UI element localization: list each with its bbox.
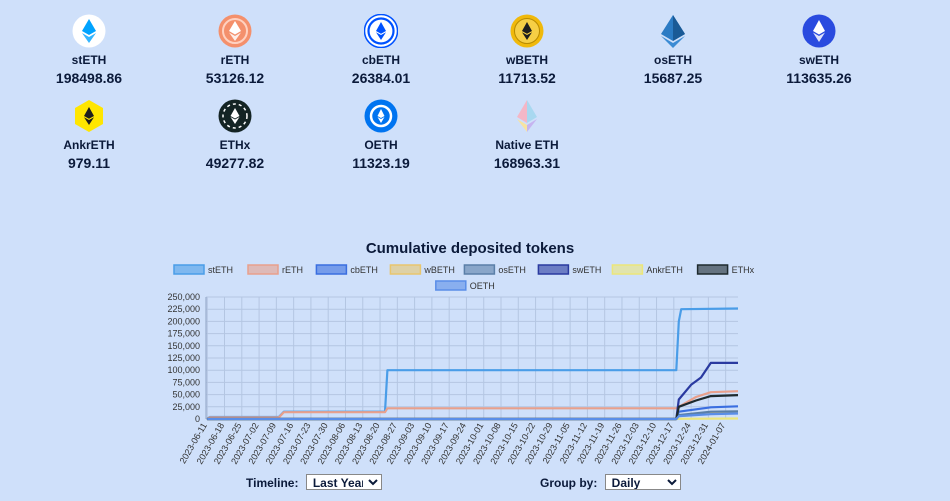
steth-icon (72, 14, 106, 48)
legend-label: wBETH (423, 265, 455, 275)
legend-label: stETH (208, 265, 233, 275)
token-value: 113635.26 (786, 70, 852, 86)
reth-icon (218, 14, 252, 48)
token-name: ETHx (219, 138, 251, 152)
ankreth-icon (75, 100, 103, 132)
chart-title: Cumulative deposited tokens (365, 240, 575, 257)
timeline-control: Timeline: Last Year (246, 474, 382, 490)
token-name: rETH (220, 53, 250, 67)
legend-swatch-reth (247, 264, 279, 275)
token-card-native-eth: Native ETH 168963.31 (467, 99, 587, 171)
token-card-ankreth: AnkrETH 979.11 (29, 99, 149, 171)
y-tick-label: 125,000 (167, 353, 200, 363)
token-name: osETH (653, 53, 692, 67)
y-tick-label: 200,000 (167, 316, 200, 326)
token-name: OETH (364, 138, 398, 152)
oeth-icon (364, 99, 398, 133)
y-tick-label: 175,000 (167, 329, 200, 339)
series-line-oeth (207, 412, 739, 421)
series-line-steth (206, 307, 739, 420)
groupby-select[interactable]: Daily (604, 474, 681, 490)
timeline-label: Timeline: (246, 476, 299, 490)
token-card-oeth: OETH 11323.19 (321, 99, 441, 171)
y-tick-label: 250,000 (167, 292, 200, 302)
token-card-reth: rETH 53126.12 (175, 14, 295, 86)
legend-label: OETH (470, 281, 495, 291)
groupby-label: Group by: (540, 476, 598, 490)
token-value: 979.11 (67, 155, 111, 171)
wbeth-icon (510, 14, 544, 48)
legend-label: rETH (282, 265, 303, 275)
line-chart: 0 25,000 50,000 75,000 100,000 125,000 150,000… (167, 264, 755, 466)
timeline-select[interactable]: Last Year (305, 474, 382, 490)
token-card-wbeth: wBETH 11713.52 (467, 14, 587, 86)
token-name: Native ETH (495, 138, 559, 152)
token-name: AnkrETH (63, 138, 115, 152)
token-value: 49277.82 (205, 155, 265, 171)
legend-swatch-sweth (537, 264, 570, 275)
token-summary-grid: stETH 198498.86 rETH 53126.12 cbETH 2638… (0, 0, 950, 180)
y-tick-label: 50,000 (172, 390, 200, 400)
series-line-sweth (207, 361, 738, 421)
token-card-sweth: swETH 113635.26 (759, 14, 879, 86)
token-value: 15687.25 (643, 70, 703, 86)
token-card-ethx: ETHx 49277.82 (175, 99, 295, 171)
legend-swatch-ankreth (611, 264, 644, 275)
token-card-steth: stETH 198498.86 (29, 14, 149, 86)
token-value: 11323.19 (352, 155, 410, 171)
y-tick-label: 75,000 (172, 377, 200, 387)
y-tick-label: 225,000 (167, 304, 200, 314)
token-card-oseth: osETH 15687.25 (613, 14, 733, 86)
legend-swatch-ethx (696, 264, 729, 275)
ethx-icon (218, 99, 252, 133)
groupby-control: Group by: Daily (540, 474, 681, 490)
token-value: 168963.31 (493, 155, 561, 171)
token-name: cbETH (361, 53, 400, 67)
legend-swatch-cbeth (315, 264, 348, 275)
oseth-icon (661, 15, 685, 48)
y-tick-label: 150,000 (167, 341, 200, 351)
y-tick-label: 0 (195, 414, 200, 424)
token-value: 26384.01 (351, 70, 411, 86)
legend-label: AnkrETH (646, 265, 683, 275)
legend-swatch-steth (173, 264, 205, 275)
native-eth-icon (517, 100, 537, 132)
legend-swatch-oeth (435, 280, 467, 291)
token-name: stETH (71, 53, 107, 67)
legend-swatch-wbeth (389, 264, 422, 275)
cbeth-icon (364, 14, 398, 48)
token-value: 53126.12 (205, 70, 265, 86)
cumulative-deposits-chart: Cumulative deposited tokens 0 25,000 50,00… (150, 236, 790, 466)
token-card-cbeth: cbETH 26384.01 (321, 14, 441, 86)
legend-label: osETH (498, 265, 526, 275)
series-line-reth (206, 390, 739, 420)
y-tick-label: 25,000 (172, 402, 200, 412)
token-value: 198498.86 (55, 70, 123, 86)
legend-label: cbETH (350, 265, 378, 275)
y-tick-label: 100,000 (167, 365, 200, 375)
sweth-icon (802, 14, 836, 48)
token-name: swETH (798, 53, 839, 67)
legend-label: ETHx (732, 265, 755, 275)
legend-label: swETH (572, 265, 601, 275)
legend-swatch-oseth (463, 264, 496, 275)
token-value: 11713.52 (498, 70, 556, 86)
chart-controls: Timeline: Last Year Group by: Daily (0, 474, 950, 494)
token-name: wBETH (506, 53, 548, 67)
